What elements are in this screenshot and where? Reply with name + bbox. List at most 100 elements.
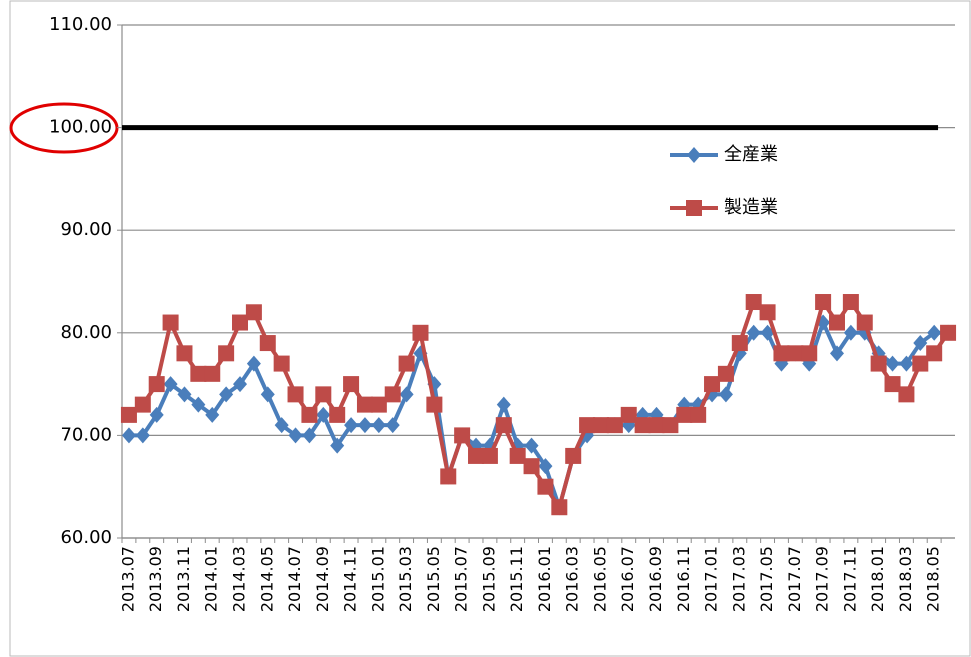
x-tick-label: 2015.11 bbox=[507, 546, 526, 612]
data-point bbox=[940, 324, 957, 341]
data-point bbox=[759, 304, 776, 321]
data-point bbox=[163, 376, 178, 393]
data-point bbox=[829, 345, 844, 362]
x-tick-label: 2014.01 bbox=[202, 546, 221, 612]
data-point bbox=[454, 427, 471, 444]
data-point bbox=[717, 365, 734, 382]
data-point bbox=[315, 386, 332, 403]
x-tick-label: 2013.09 bbox=[146, 546, 165, 612]
data-point bbox=[551, 499, 568, 516]
data-point bbox=[509, 447, 526, 464]
data-point bbox=[787, 345, 804, 362]
legend-label: 全産業 bbox=[724, 144, 778, 165]
data-point bbox=[134, 396, 151, 413]
data-point bbox=[426, 396, 443, 413]
data-point bbox=[690, 406, 707, 423]
data-point bbox=[330, 437, 345, 454]
legend-marker bbox=[687, 147, 701, 163]
data-point bbox=[843, 324, 858, 341]
data-point bbox=[370, 396, 387, 413]
y-tick-label: 70.00 bbox=[60, 424, 112, 445]
y-tick-label: 80.00 bbox=[60, 322, 112, 343]
data-point bbox=[204, 365, 221, 382]
data-point bbox=[329, 406, 346, 423]
x-tick-label: 2014.03 bbox=[230, 546, 249, 612]
data-point bbox=[162, 314, 179, 331]
data-point bbox=[384, 386, 401, 403]
x-tick-label: 2014.11 bbox=[341, 546, 360, 612]
x-tick-label: 2016.11 bbox=[674, 546, 693, 612]
data-point bbox=[606, 417, 623, 434]
x-tick-label: 2014.07 bbox=[285, 546, 304, 612]
data-point bbox=[343, 376, 360, 393]
data-point bbox=[191, 396, 206, 413]
data-point bbox=[468, 447, 485, 464]
x-tick-label: 2014.09 bbox=[313, 546, 332, 612]
data-point bbox=[259, 335, 276, 352]
x-tick-label: 2015.05 bbox=[424, 546, 443, 612]
data-point bbox=[344, 417, 359, 434]
legend-label: 製造業 bbox=[724, 197, 778, 218]
data-point bbox=[148, 376, 165, 393]
data-point bbox=[190, 365, 207, 382]
x-tick-label: 2017.03 bbox=[729, 546, 748, 612]
data-point bbox=[856, 314, 873, 331]
data-point bbox=[274, 417, 289, 434]
data-point bbox=[219, 386, 234, 403]
data-point bbox=[913, 335, 928, 352]
data-point bbox=[537, 478, 554, 495]
data-point bbox=[842, 294, 859, 311]
x-tick-label: 2015.09 bbox=[479, 546, 498, 612]
data-point bbox=[579, 417, 596, 434]
data-point bbox=[356, 396, 373, 413]
data-point bbox=[899, 355, 914, 372]
data-point bbox=[620, 406, 637, 423]
x-tick-label: 2017.01 bbox=[702, 546, 721, 612]
data-point bbox=[399, 386, 414, 403]
x-tick-label: 2018.03 bbox=[896, 546, 915, 612]
x-tick-label: 2016.07 bbox=[618, 546, 637, 612]
x-tick-label: 2018.05 bbox=[924, 546, 943, 612]
x-tick-label: 2015.03 bbox=[396, 546, 415, 612]
data-point bbox=[885, 355, 900, 372]
data-point bbox=[676, 406, 693, 423]
data-point bbox=[121, 427, 136, 444]
data-point bbox=[398, 355, 415, 372]
data-point bbox=[801, 345, 818, 362]
x-tick-label: 2015.01 bbox=[368, 546, 387, 612]
data-point bbox=[135, 427, 150, 444]
data-point bbox=[260, 386, 275, 403]
data-point bbox=[926, 345, 943, 362]
data-point bbox=[120, 406, 137, 423]
data-point bbox=[385, 417, 400, 434]
data-point bbox=[745, 294, 762, 311]
x-tick-label: 2016.05 bbox=[590, 546, 609, 612]
data-point bbox=[718, 386, 733, 403]
data-point bbox=[205, 406, 220, 423]
data-point bbox=[232, 314, 249, 331]
data-point bbox=[177, 386, 192, 403]
data-point bbox=[316, 406, 331, 423]
data-point bbox=[496, 396, 511, 413]
data-point bbox=[912, 355, 929, 372]
data-point bbox=[233, 376, 248, 393]
data-point bbox=[302, 427, 317, 444]
data-point bbox=[273, 355, 290, 372]
data-point bbox=[565, 447, 582, 464]
series bbox=[120, 294, 957, 516]
data-point bbox=[898, 386, 915, 403]
y-tick-label: 100.00 bbox=[49, 117, 112, 138]
data-point bbox=[287, 386, 304, 403]
y-tick-label: 90.00 bbox=[60, 219, 112, 240]
data-point bbox=[592, 417, 609, 434]
data-point bbox=[634, 417, 651, 434]
data-point bbox=[412, 324, 429, 341]
data-point bbox=[773, 345, 790, 362]
data-point bbox=[176, 345, 193, 362]
x-tick-label: 2016.03 bbox=[563, 546, 582, 612]
data-point bbox=[245, 304, 262, 321]
data-point bbox=[523, 458, 540, 475]
x-tick-label: 2015.07 bbox=[452, 546, 471, 612]
x-tick-label: 2017.11 bbox=[840, 546, 859, 612]
